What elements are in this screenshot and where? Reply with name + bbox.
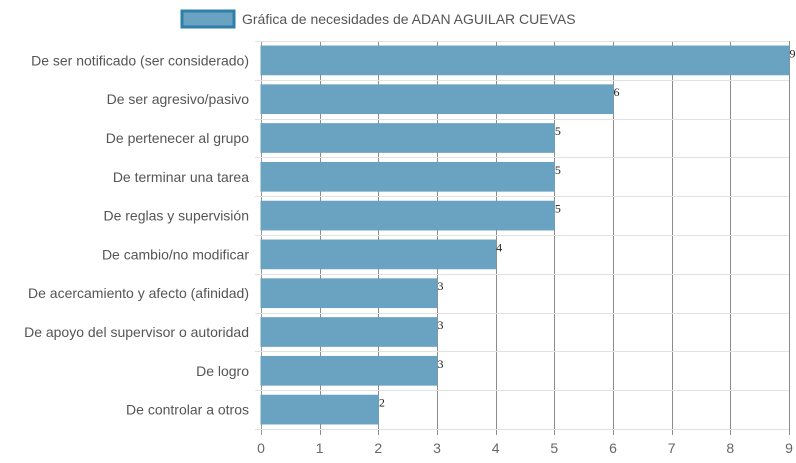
x-tick-label: 9 (785, 440, 793, 456)
category-label: De terminar una tarea (113, 169, 249, 185)
bar[interactable] (260, 45, 790, 76)
bar-value-label: 5 (555, 202, 561, 216)
bar-value-label: 9 (790, 46, 796, 60)
x-tick-label: 0 (257, 440, 265, 456)
bar[interactable] (260, 239, 497, 270)
category-label: De cambio/no modificar (102, 246, 249, 262)
bar[interactable] (260, 161, 555, 192)
bar[interactable] (260, 200, 555, 231)
category-label: De apoyo del supervisor o autoridad (24, 324, 249, 340)
category-label: De logro (196, 363, 249, 379)
bars (260, 45, 790, 425)
category-labels: De ser notificado (ser considerado) De se… (24, 52, 249, 417)
bar-value-label: 4 (496, 240, 502, 254)
x-tick-label: 2 (374, 440, 382, 456)
bar-value-label: 3 (438, 279, 444, 293)
bar[interactable] (260, 84, 614, 115)
bar[interactable] (260, 394, 379, 425)
legend-label: Gráfica de necesidades de ADAN AGUILAR C… (242, 11, 576, 27)
bar[interactable] (260, 317, 438, 347)
bar[interactable] (260, 355, 438, 386)
category-label: De acercamiento y afecto (afinidad) (28, 285, 249, 301)
x-tick-label: 4 (492, 440, 500, 456)
legend[interactable]: Gráfica de necesidades de ADAN AGUILAR C… (180, 9, 576, 29)
x-tick-label: 5 (550, 440, 558, 456)
category-label: De ser agresivo/pasivo (107, 91, 250, 107)
x-tick-label: 8 (726, 440, 734, 456)
category-label: De pertenecer al grupo (106, 130, 249, 146)
legend-swatch (180, 9, 236, 29)
data-labels: 9 6 5 5 5 4 3 3 3 2 (379, 46, 796, 409)
x-tick-label: 7 (668, 440, 676, 456)
bar-value-label: 5 (555, 163, 561, 177)
x-tick-label: 1 (316, 440, 324, 456)
category-label: De controlar a otros (126, 402, 249, 418)
bar-value-label: 2 (379, 396, 385, 410)
bar[interactable] (260, 123, 555, 153)
category-label: De ser notificado (ser considerado) (31, 52, 249, 68)
bar[interactable] (260, 278, 438, 309)
x-tick-label: 6 (609, 440, 617, 456)
bar-value-label: 5 (555, 124, 561, 138)
category-label: De reglas y supervisión (103, 208, 249, 224)
bar-value-label: 3 (438, 318, 444, 332)
x-axis-tick-labels: 0 1 2 3 4 5 6 7 8 9 (257, 440, 793, 456)
bar-value-label: 6 (614, 85, 620, 99)
bar-value-label: 3 (438, 357, 444, 371)
x-tick-label: 3 (433, 440, 441, 456)
